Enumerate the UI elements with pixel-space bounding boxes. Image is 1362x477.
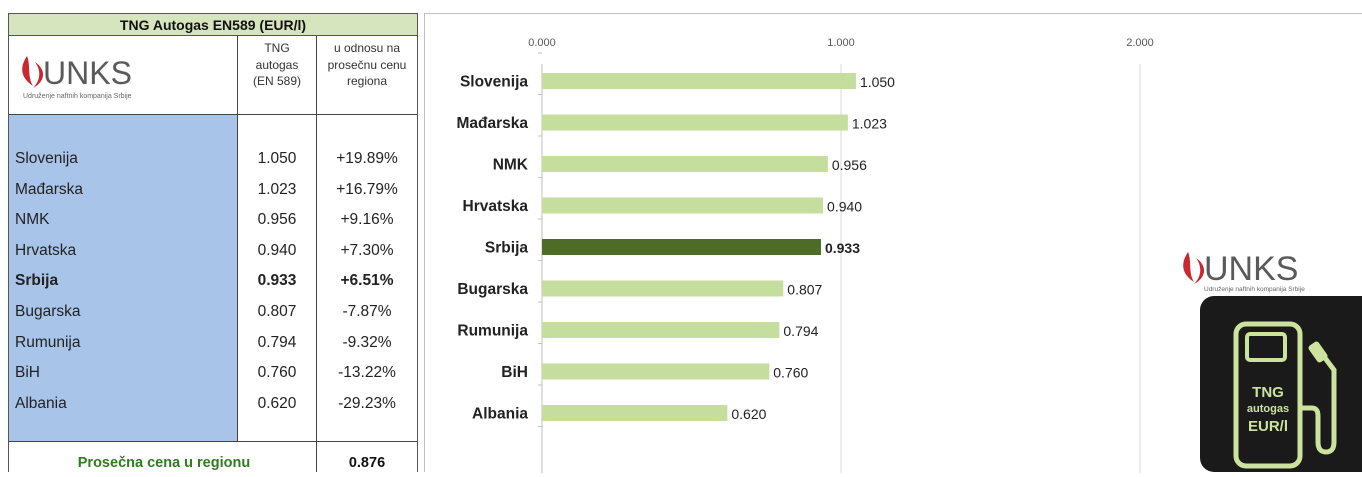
header-divider	[9, 114, 417, 115]
table-title: TNG Autogas EN589 (EUR/l)	[8, 13, 418, 36]
row-price: 1.050	[257, 150, 297, 167]
row-diff: +19.89%	[336, 150, 398, 167]
bar	[542, 239, 821, 255]
column-divider	[316, 36, 317, 472]
row-diff: -29.23%	[338, 394, 396, 412]
row-diff: +9.16%	[340, 211, 394, 229]
row-diff: +7.30%	[340, 241, 394, 259]
x-tick-label: 2.000	[1126, 37, 1154, 49]
category-label: Albania	[472, 406, 528, 423]
data-label: 0.940	[827, 199, 862, 215]
row-price: 0.933	[257, 272, 297, 290]
logo-text: UNKS	[43, 55, 132, 91]
country-column-background	[9, 114, 238, 441]
category-label: Slovenija	[460, 74, 528, 91]
column-divider	[237, 36, 238, 441]
table-row: NMK 0.956 +9.16%	[9, 211, 417, 241]
table-row: Mađarska 1.023 +16.79%	[9, 181, 417, 211]
row-country: Albania	[15, 394, 67, 412]
table-row: Hrvatska 0.940 +7.30%	[9, 242, 417, 272]
row-country: Hrvatska	[15, 241, 77, 259]
table-row: BiH 0.760 -13.22%	[9, 364, 417, 394]
table-row: Rumunija 0.794 -9.32%	[9, 334, 417, 364]
average-label: Prosečna cena u regionu	[77, 455, 251, 471]
table-row: Slovenija 1.050 +19.89%	[9, 150, 417, 180]
price-table: TNG Autogas EN589 (EUR/l) UNKS Udruženje…	[8, 13, 420, 472]
row-price: 0.760	[257, 364, 297, 382]
average-divider	[9, 441, 417, 442]
category-label: BiH	[501, 364, 528, 381]
bar	[542, 73, 856, 89]
unks-logo: UNKS Udruženje naftnih kompanija Srbije	[17, 50, 217, 109]
row-diff: -13.22%	[338, 364, 396, 382]
bar	[542, 363, 770, 380]
row-price: 1.023	[257, 180, 297, 198]
bar-chart: 0.000 1.000 2.000 Slovenija 1.050 Mađarska 1.0…	[424, 13, 1362, 473]
category-label: NMK	[493, 157, 529, 174]
row-price: 0.940	[257, 241, 297, 259]
bar	[542, 197, 824, 214]
tng-autogas-badge: TNG autogas EUR/l	[1200, 296, 1362, 472]
category-label: Rumunija	[457, 323, 528, 340]
row-country: BiH	[15, 364, 40, 382]
row-country: NMK	[15, 211, 50, 229]
data-label: 0.620	[731, 406, 766, 422]
row-price: 0.794	[257, 333, 297, 351]
logo-subtitle: Udruženje naftnih kompanija Srbije	[23, 93, 132, 100]
data-label: 0.794	[783, 323, 818, 339]
row-diff: -7.87%	[342, 303, 392, 320]
table-row: Bugarska 0.807 -7.87%	[9, 303, 417, 333]
x-tick-label: 0.000	[528, 37, 556, 49]
logo-subtitle: Udruženje naftnih kompanija Srbije	[1204, 286, 1305, 293]
x-tick-label: 1.000	[827, 37, 855, 49]
row-price: 0.956	[257, 211, 297, 229]
data-label: 0.760	[773, 365, 808, 381]
row-country: Bugarska	[15, 303, 81, 320]
average-value: 0.876	[348, 455, 386, 471]
data-label: 0.956	[832, 157, 867, 173]
price-column-header: TNG autogas (EN 589)	[252, 41, 302, 88]
chart-canvas: 0.000 1.000 2.000 Slovenija 1.050 Mađarska 1.0…	[456, 37, 1154, 473]
logo-text: UNKS	[1204, 250, 1298, 288]
diff-column-header: u odnosu na prosečnu cenu regiona	[327, 41, 407, 88]
data-label: 1.023	[852, 116, 887, 132]
category-label: Hrvatska	[463, 198, 529, 215]
row-price: 0.620	[257, 394, 297, 412]
bar	[542, 280, 784, 297]
row-diff: +6.51%	[340, 272, 394, 290]
category-label: Bugarska	[457, 281, 528, 298]
table-row: Albania 0.620 -29.23%	[9, 395, 417, 425]
unks-logo-right: UNKS Udruženje naftnih kompanija Srbije	[1180, 246, 1362, 301]
table-row: Srbija 0.933 +6.51%	[9, 272, 417, 302]
row-country: Mađarska	[15, 180, 84, 198]
table-body: UNKS Udruženje naftnih kompanija Srbije …	[8, 36, 418, 472]
category-label: Mađarska	[456, 115, 528, 132]
row-diff: -9.32%	[342, 333, 392, 351]
row-price: 0.807	[257, 303, 297, 320]
fuel-pump-icon	[1233, 321, 1337, 469]
data-label: 1.050	[860, 74, 895, 90]
bar	[542, 405, 728, 421]
row-country: Srbija	[15, 272, 59, 290]
row-country: Rumunija	[15, 333, 81, 351]
bar	[542, 114, 848, 131]
row-country: Slovenija	[15, 150, 78, 167]
row-diff: +16.79%	[336, 180, 398, 198]
category-label: Srbija	[485, 240, 528, 257]
bar	[542, 322, 780, 338]
data-label: 0.933	[825, 240, 860, 256]
data-label: 0.807	[787, 282, 822, 298]
bar	[542, 156, 828, 172]
badge-text: TNG autogas EUR/l	[1246, 384, 1290, 435]
